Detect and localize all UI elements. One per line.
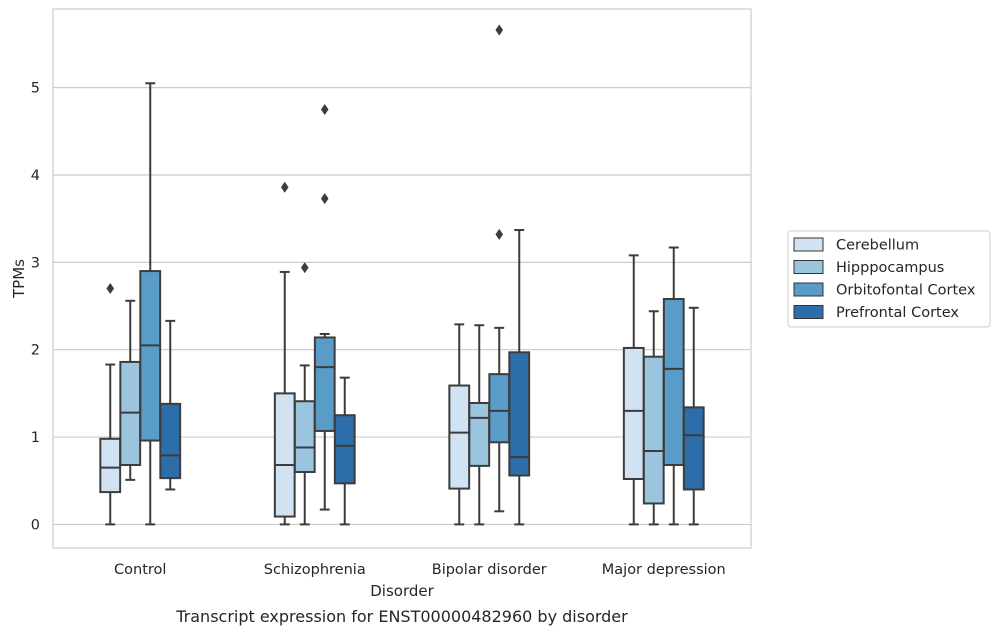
x-tick-label: Major depression [602,562,726,578]
box-iqr [662,298,685,467]
y-tick-label: 4 [31,168,40,184]
box-iqr [333,414,356,485]
box-2-0 [448,323,471,526]
x-tick-label: Schizophrenia [264,562,366,578]
box-0-2 [139,82,162,526]
box-iqr [642,355,665,505]
box-2-1 [468,324,491,526]
box-iqr [682,406,705,491]
box-iqr [293,400,316,473]
box-3-2 [662,246,685,526]
y-tick-label: 5 [31,81,40,97]
legend-swatch [793,282,824,297]
box-1-3 [333,376,356,526]
legend-label: Orbitofontal Cortex [836,283,976,299]
box-iqr [159,402,182,480]
y-tick-label: 1 [31,430,40,446]
y-tick-label: 3 [31,255,40,271]
box-1-2 [313,103,336,511]
legend: Cerebellum Hipppocampus Orbitofontal Corte… [787,230,991,328]
outlier-point [495,228,504,240]
x-ticks: Control Schizophrenia Bipolar disorder Majo… [114,562,726,578]
box-iqr [139,270,162,442]
x-axis-label: Disorder [370,582,434,600]
box-2-2 [488,24,511,513]
box-iqr [448,384,471,490]
y-ticks: 0 1 2 3 4 5 [31,81,40,534]
legend-swatch [793,260,824,274]
x-tick-label: Control [114,562,166,578]
legend-frame [787,230,991,328]
plot-frame [52,8,752,549]
box-3-1 [642,310,665,526]
legend-label: Hipppocampus [836,260,944,276]
legend-label: Cerebellum [836,238,919,254]
legend-swatch [793,305,824,319]
box-2-3 [508,229,531,526]
box-iqr [622,346,645,480]
outlier-point [106,283,115,295]
box-3-0 [622,254,645,526]
outlier-point [320,103,329,115]
outlier-point [300,262,309,274]
box-iqr [99,437,122,494]
legend-swatch [793,237,824,252]
x-tick-label: Bipolar disorder [432,562,547,578]
box-1-0 [273,181,296,526]
box-iqr [273,392,296,518]
box-iqr [313,336,336,432]
box-1-1 [293,262,316,526]
box-iqr [468,401,491,467]
outlier-point [280,181,289,193]
outlier-point [320,193,329,205]
y-tick-label: 0 [31,517,40,533]
y-tick-label: 2 [31,343,40,359]
box-0-1 [119,299,142,481]
box-iqr [508,351,531,477]
box-0-3 [159,319,182,491]
box-3-3 [682,306,705,526]
box-0-0 [99,283,122,526]
outlier-point [495,24,504,36]
box-iqr [488,373,511,444]
chart-caption: Transcript expression for ENST0000048296… [175,607,628,626]
boxes [99,24,705,526]
y-axis-label: TPMs [10,259,28,299]
legend-label: Prefrontal Cortex [836,305,959,321]
